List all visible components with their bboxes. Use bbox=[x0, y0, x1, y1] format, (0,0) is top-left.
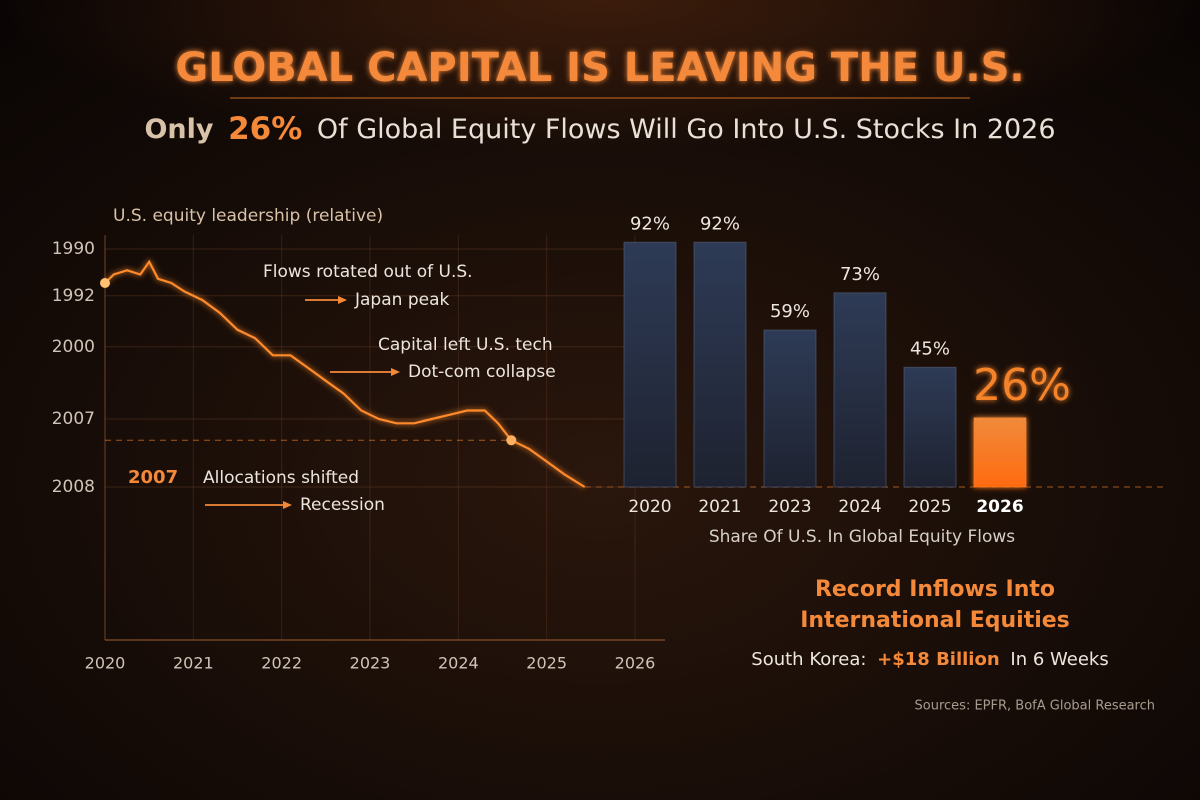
callout-heading: Record Inflows Into bbox=[815, 577, 1055, 602]
bar bbox=[763, 329, 817, 488]
x-tick-label: 2026 bbox=[615, 654, 656, 673]
bar-value-label: 92% bbox=[630, 213, 670, 234]
start-marker bbox=[100, 278, 110, 288]
subtitle-highlight: 26% bbox=[228, 111, 302, 147]
callout-highlight: +$18 Billion bbox=[877, 649, 1000, 670]
callout-heading: International Equities bbox=[800, 608, 1070, 633]
background-glow bbox=[0, 0, 1200, 300]
highlight-marker bbox=[506, 435, 517, 446]
callout-lead: South Korea: bbox=[751, 649, 866, 670]
annotation: Flows rotated out of U.S. bbox=[263, 262, 473, 282]
bar-axis-label: Share Of U.S. In Global Equity Flows bbox=[709, 527, 1015, 547]
bar-value-label: 45% bbox=[910, 338, 950, 359]
x-tick-label: 2023 bbox=[350, 654, 391, 673]
line-series bbox=[104, 259, 586, 488]
bar bbox=[973, 417, 1027, 488]
x-tick-label: 2024 bbox=[438, 654, 479, 673]
callout-line: South Korea: +$18 Billion In 6 Weeks bbox=[751, 649, 1108, 670]
x-tick-label: 2023 bbox=[768, 497, 811, 517]
annotation: 2007 bbox=[128, 467, 178, 488]
x-tick-label: 2020 bbox=[85, 654, 126, 673]
y-tick-label: 1990 bbox=[52, 239, 95, 259]
subtitle: Only 26% Of Global Equity Flows Will Go … bbox=[144, 111, 1055, 147]
bar-value-label: 73% bbox=[840, 264, 880, 285]
x-tick-label: 2021 bbox=[698, 497, 741, 517]
y-tick-label: 2008 bbox=[52, 477, 95, 497]
subtitle-lead: Only bbox=[144, 114, 213, 145]
annotation: Allocations shifted bbox=[203, 468, 359, 488]
title: GLOBAL CAPITAL IS LEAVING THE U.S. bbox=[175, 45, 1024, 91]
x-tick-label: 2020 bbox=[628, 497, 671, 517]
x-tick-label: 2025 bbox=[526, 654, 567, 673]
bar-value-label: 59% bbox=[770, 301, 810, 322]
y-tick-label: 2000 bbox=[52, 337, 95, 357]
sources: Sources: EPFR, BofA Global Research bbox=[915, 699, 1155, 714]
arrow-head bbox=[283, 501, 292, 509]
x-tick-label: 2024 bbox=[838, 497, 881, 517]
arrow-head bbox=[391, 368, 400, 376]
bar bbox=[833, 292, 887, 488]
x-tick-label: 2026 bbox=[976, 497, 1023, 517]
bar-value-label-highlight: 26% bbox=[973, 360, 1071, 411]
y-tick-label: 2007 bbox=[52, 409, 95, 429]
x-tick-label: 2025 bbox=[908, 497, 951, 517]
callout-rest: In 6 Weeks bbox=[1010, 649, 1108, 670]
subtitle-rest: Of Global Equity Flows Will Go Into U.S.… bbox=[317, 114, 1056, 145]
annotation: Capital left U.S. tech bbox=[378, 335, 553, 355]
bar bbox=[623, 241, 677, 488]
x-tick-label: 2022 bbox=[261, 654, 302, 673]
annotation: Japan peak bbox=[354, 290, 449, 310]
arrow-head bbox=[338, 296, 347, 304]
bar bbox=[693, 241, 747, 488]
bar-value-label: 92% bbox=[700, 213, 740, 234]
y-tick-label: 1992 bbox=[52, 286, 95, 306]
annotation: Recession bbox=[300, 495, 385, 515]
annotation: Dot-com collapse bbox=[408, 362, 556, 382]
bar bbox=[903, 366, 957, 488]
y-axis-label: U.S. equity leadership (relative) bbox=[113, 206, 383, 226]
x-tick-label: 2021 bbox=[173, 654, 214, 673]
